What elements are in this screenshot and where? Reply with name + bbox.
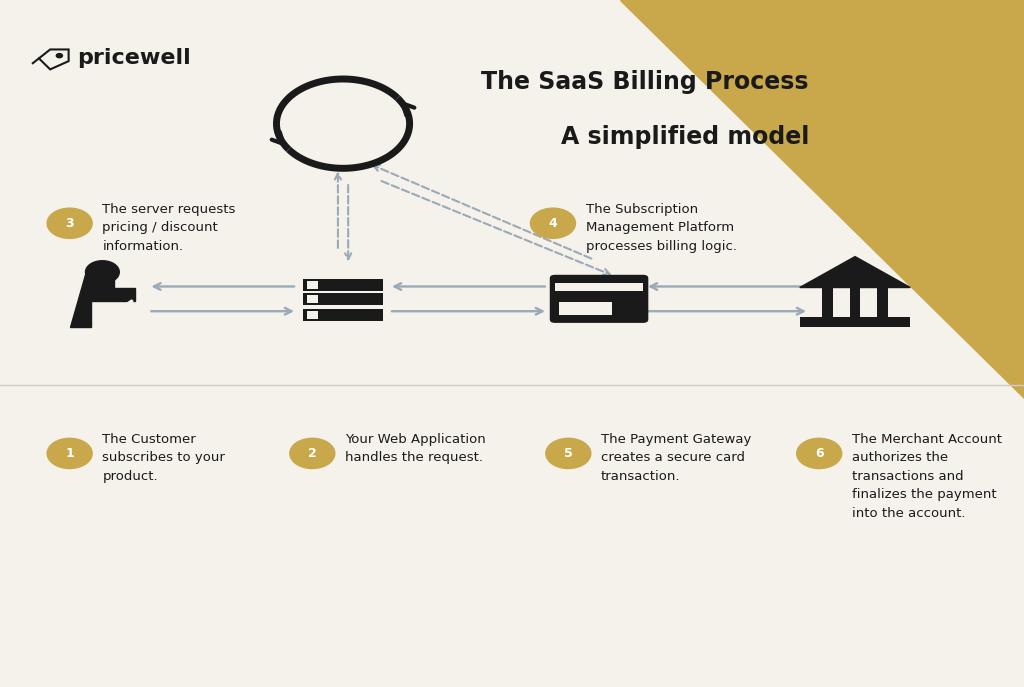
FancyBboxPatch shape [307,295,318,303]
Circle shape [47,208,92,238]
Text: The Customer
subscribes to your
product.: The Customer subscribes to your product. [102,433,225,483]
Circle shape [56,54,62,58]
FancyBboxPatch shape [878,287,888,319]
Circle shape [797,438,842,469]
FancyBboxPatch shape [303,293,383,305]
Circle shape [47,438,92,469]
FancyBboxPatch shape [559,302,612,315]
FancyBboxPatch shape [555,283,643,291]
Polygon shape [620,0,1024,398]
FancyBboxPatch shape [800,317,910,327]
Text: The Subscription
Management Platform
processes billing logic.: The Subscription Management Platform pro… [586,203,736,253]
Text: 1: 1 [66,447,74,460]
FancyBboxPatch shape [307,281,318,289]
Circle shape [546,438,591,469]
Polygon shape [800,257,910,288]
Circle shape [530,208,575,238]
Text: 5: 5 [564,447,572,460]
Circle shape [86,260,119,284]
Text: 3: 3 [66,217,74,229]
FancyBboxPatch shape [307,311,318,319]
FancyBboxPatch shape [822,287,833,319]
Text: 4: 4 [549,217,557,229]
FancyBboxPatch shape [850,287,860,319]
Text: pricewell: pricewell [77,48,190,69]
FancyBboxPatch shape [303,279,383,291]
Text: 2: 2 [308,447,316,460]
Text: Your Web Application
handles the request.: Your Web Application handles the request… [345,433,485,464]
Text: The Merchant Account
authorizes the
transactions and
finalizes the payment
into : The Merchant Account authorizes the tran… [852,433,1001,520]
Circle shape [290,438,335,469]
FancyBboxPatch shape [303,308,383,321]
Text: The SaaS Billing Process: The SaaS Billing Process [481,71,809,94]
Text: The Payment Gateway
creates a secure card
transaction.: The Payment Gateway creates a secure car… [601,433,752,483]
Text: 6: 6 [815,447,823,460]
Text: A simplified model: A simplified model [560,126,809,149]
Text: The server requests
pricing / discount
information.: The server requests pricing / discount i… [102,203,236,253]
Polygon shape [70,271,135,327]
FancyBboxPatch shape [550,275,648,323]
